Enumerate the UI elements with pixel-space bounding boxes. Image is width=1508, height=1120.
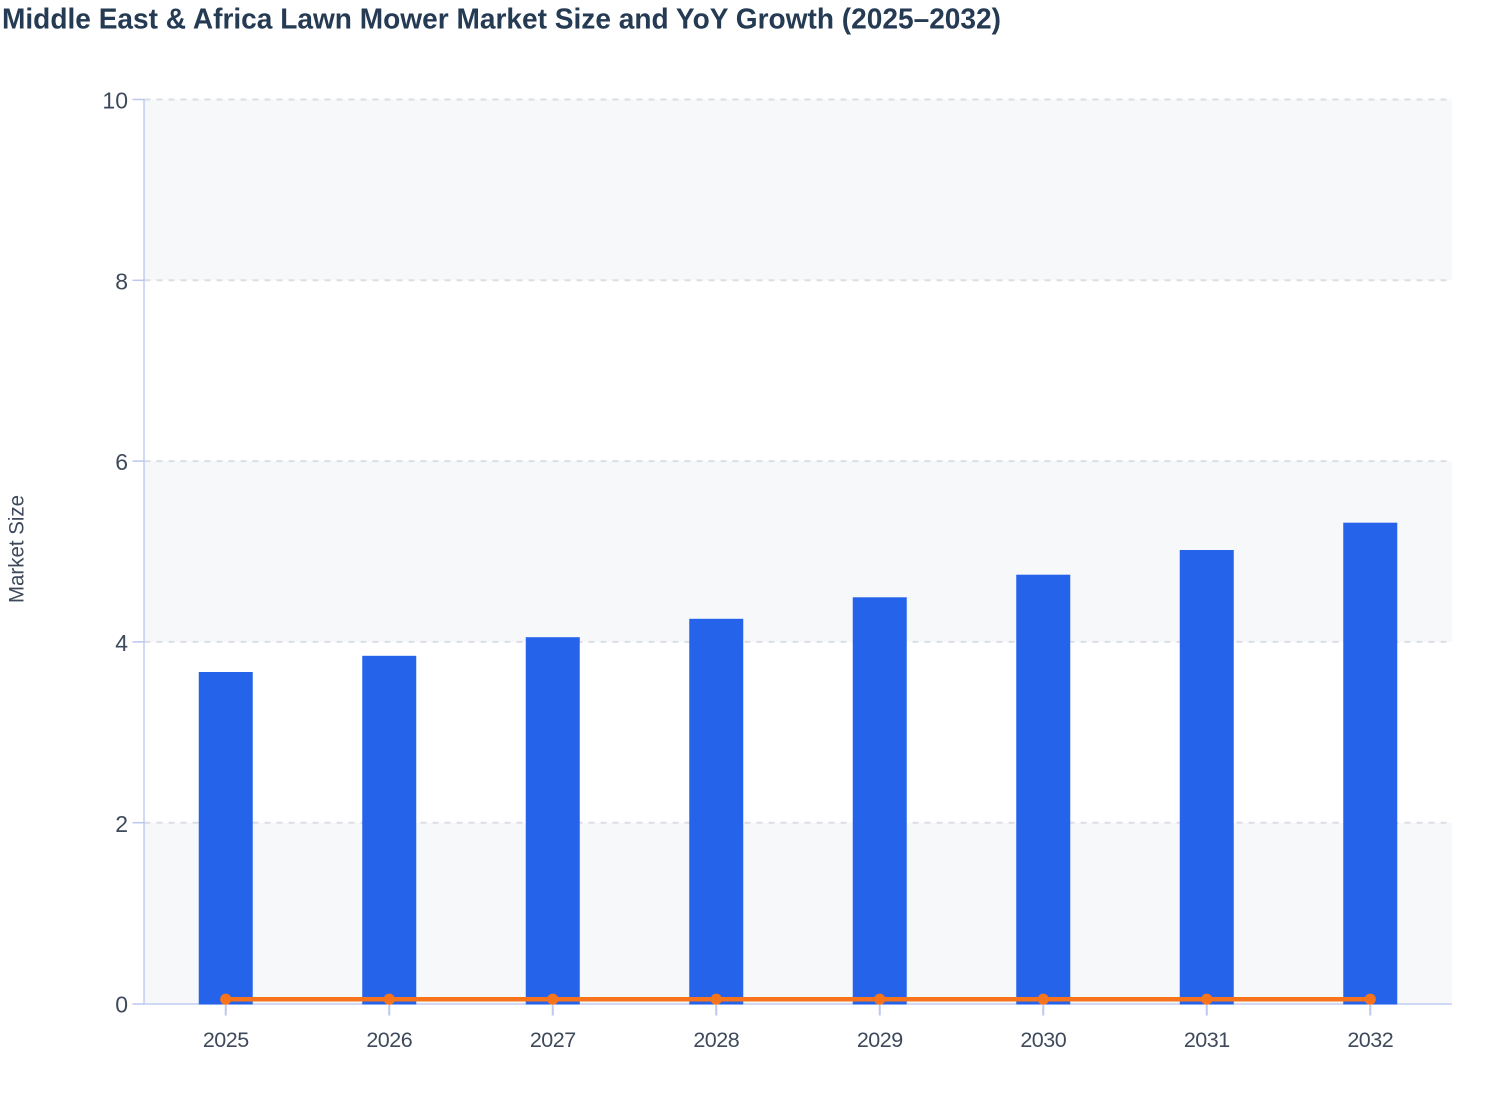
svg-text:Middle East & Africa Lawn Mowe: Middle East & Africa Lawn Mower Market S… (2, 4, 1001, 36)
svg-text:8: 8 (115, 268, 128, 294)
svg-text:10: 10 (102, 88, 128, 114)
svg-text:2029: 2029 (857, 1028, 903, 1052)
svg-text:2025: 2025 (203, 1028, 249, 1052)
svg-text:2032: 2032 (1347, 1028, 1393, 1052)
svg-text:2030: 2030 (1020, 1028, 1066, 1052)
svg-text:2027: 2027 (530, 1028, 576, 1052)
svg-text:4: 4 (115, 630, 128, 656)
svg-text:0: 0 (115, 992, 128, 1018)
svg-text:2031: 2031 (1184, 1028, 1230, 1052)
svg-text:Market Size: Market Size (5, 495, 29, 603)
svg-text:2026: 2026 (366, 1028, 412, 1052)
svg-text:2028: 2028 (693, 1028, 739, 1052)
svg-text:2: 2 (115, 811, 128, 837)
svg-text:6: 6 (115, 449, 128, 475)
